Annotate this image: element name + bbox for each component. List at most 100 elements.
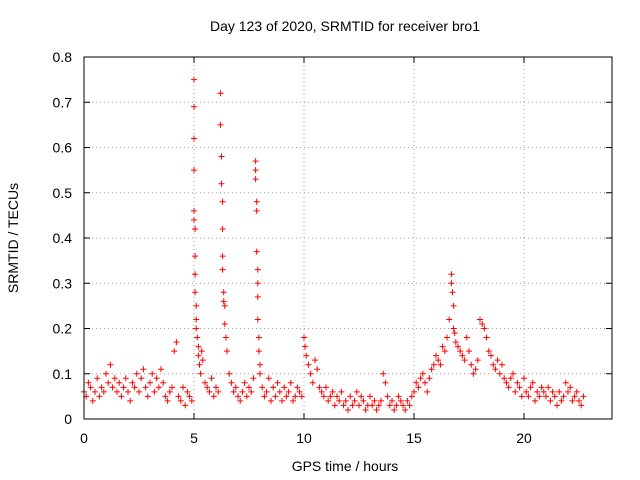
data-point [459, 352, 466, 359]
data-point [318, 388, 325, 395]
data-point [314, 366, 321, 373]
data-point [254, 280, 261, 287]
data-point [540, 388, 547, 395]
data-point [252, 158, 259, 165]
data-point [565, 388, 571, 395]
data-point [316, 384, 323, 391]
data-point [463, 334, 470, 341]
y-tick-label: 0.8 [53, 49, 73, 65]
data-point [527, 384, 534, 391]
data-point [246, 384, 252, 391]
x-tick-label: 0 [80, 430, 88, 446]
data-point [470, 370, 477, 377]
data-point [92, 388, 98, 395]
data-point [347, 393, 354, 400]
x-tick-label: 20 [516, 430, 532, 446]
data-point [351, 397, 358, 404]
data-point [221, 320, 228, 327]
data-point [556, 388, 563, 395]
data-point [193, 302, 200, 309]
data-point [340, 402, 347, 409]
data-point [474, 357, 481, 364]
data-point [197, 370, 204, 377]
data-point [378, 397, 384, 404]
data-point [226, 370, 233, 377]
data-point [384, 393, 391, 400]
data-point [125, 388, 131, 395]
data-point [218, 180, 225, 187]
data-point [192, 271, 199, 278]
data-point [386, 402, 393, 409]
y-tick-label: 0.4 [53, 230, 73, 246]
data-point [235, 393, 241, 400]
data-point [435, 357, 442, 364]
data-point [292, 393, 299, 400]
data-point [331, 402, 338, 409]
data-point [218, 153, 225, 160]
data-point [192, 225, 199, 232]
data-point [169, 384, 175, 391]
data-point [349, 402, 356, 409]
data-point [505, 384, 512, 391]
data-point [532, 397, 538, 404]
data-point [437, 361, 444, 368]
data-point [194, 334, 201, 341]
data-point [259, 384, 266, 391]
y-tick-label: 0.7 [53, 94, 73, 110]
data-point [501, 375, 508, 382]
data-point [107, 361, 114, 368]
x-tick-label: 5 [190, 430, 198, 446]
data-point [358, 393, 365, 400]
data-point [367, 393, 373, 400]
data-point [450, 302, 457, 309]
data-point [430, 361, 437, 368]
y-tick-label: 0.3 [53, 275, 73, 291]
data-point [342, 397, 349, 404]
data-point [334, 393, 340, 400]
data-point [375, 402, 382, 409]
data-point [391, 406, 398, 413]
y-tick-label: 0.6 [53, 140, 73, 156]
data-point [237, 397, 244, 404]
y-tick-label: 0.1 [53, 366, 73, 382]
data-point [195, 352, 202, 359]
data-point [404, 397, 411, 404]
data-point [206, 388, 213, 395]
data-point [312, 357, 318, 364]
data-point [171, 348, 178, 355]
data-point [191, 216, 197, 223]
data-point [131, 384, 138, 391]
data-point [408, 393, 415, 400]
data-point [253, 207, 260, 214]
data-point [215, 388, 222, 395]
data-point [182, 402, 189, 409]
data-point [166, 388, 173, 395]
data-point [193, 325, 200, 332]
data-point [222, 334, 229, 341]
data-point [406, 402, 413, 409]
data-point [239, 388, 246, 395]
data-point [449, 289, 456, 296]
y-tick-label: 0.2 [53, 321, 73, 337]
data-point [100, 388, 107, 395]
data-point [450, 325, 457, 332]
data-point [120, 384, 127, 391]
data-point [560, 393, 567, 400]
data-point [252, 176, 259, 183]
data-point [573, 388, 580, 395]
data-point [290, 397, 296, 404]
data-point [296, 388, 303, 395]
data-point [536, 393, 543, 400]
data-point [253, 198, 260, 205]
axis-ticks [83, 56, 612, 420]
data-point [426, 375, 433, 382]
data-point [254, 266, 261, 273]
data-point [192, 289, 199, 296]
data-point [395, 393, 402, 400]
data-point [382, 379, 389, 386]
data-point [210, 393, 217, 400]
data-point [422, 379, 428, 386]
data-point [562, 379, 569, 386]
data-point [512, 388, 519, 395]
data-point [510, 370, 516, 377]
